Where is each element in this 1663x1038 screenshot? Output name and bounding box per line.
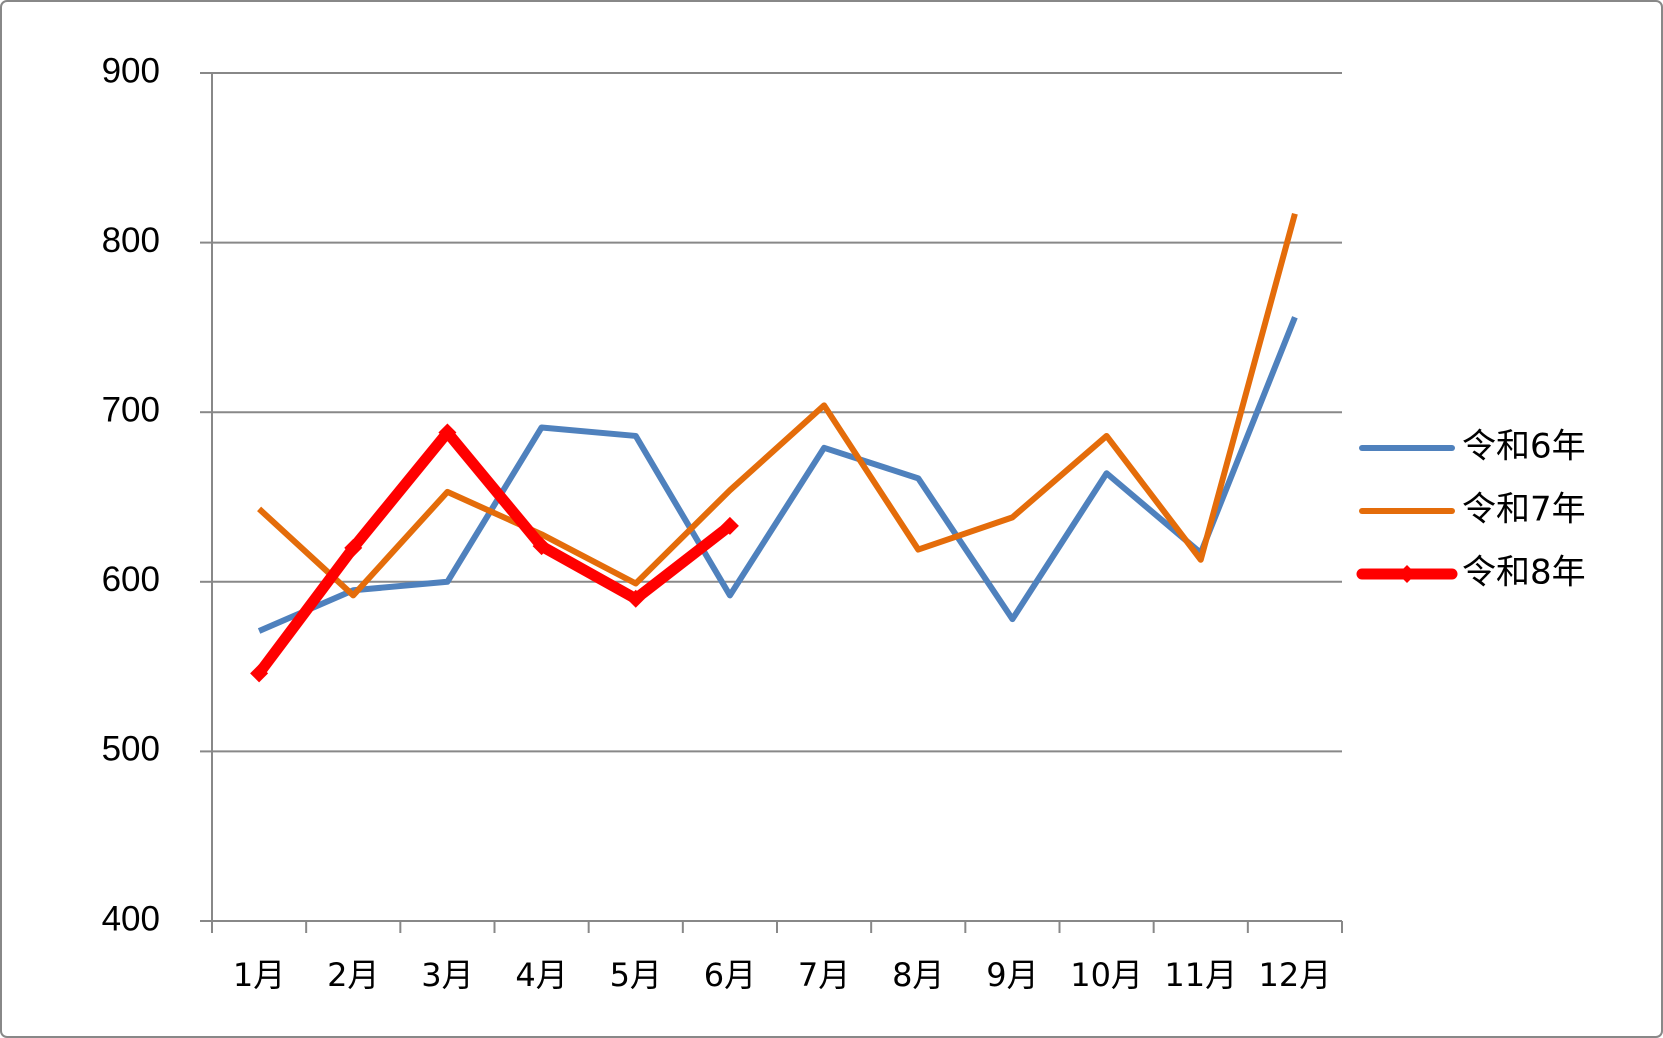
point-marker [720,516,739,535]
legend-label: 令和8年 [1462,553,1586,593]
y-tick-label: 600 [102,560,160,599]
x-tick-label: 8月 [892,956,944,994]
x-tick-label: 1月 [233,956,285,994]
x-tick-label: 6月 [704,956,756,994]
x-tick-label: 2月 [327,956,379,994]
legend-label: 令和6年 [1462,427,1586,467]
x-tick-label: 10月 [1070,956,1143,994]
y-tick-label: 400 [102,899,160,938]
series-line [254,427,734,677]
x-tick-label: 7月 [798,956,850,994]
x-tick-label: 9月 [986,956,1038,994]
y-tick-label: 500 [102,730,160,769]
x-tick-label: 3月 [421,956,473,994]
series-line [257,212,1298,599]
legend-label: 令和7年 [1462,490,1586,530]
y-tick-label: 800 [102,221,160,260]
point-marker [250,664,269,683]
point-marker [532,537,551,556]
point-marker [344,538,363,557]
x-tick-label: 12月 [1259,956,1332,994]
point-marker [626,589,645,608]
legend-marker [1398,565,1416,583]
x-tick-label: 5月 [610,956,662,994]
y-tick-label: 700 [102,390,160,429]
y-tick-label: 900 [102,51,160,90]
series-line [257,316,1298,634]
x-tick-label: 4月 [515,956,567,994]
point-marker [438,423,457,442]
x-tick-label: 11月 [1164,956,1237,994]
